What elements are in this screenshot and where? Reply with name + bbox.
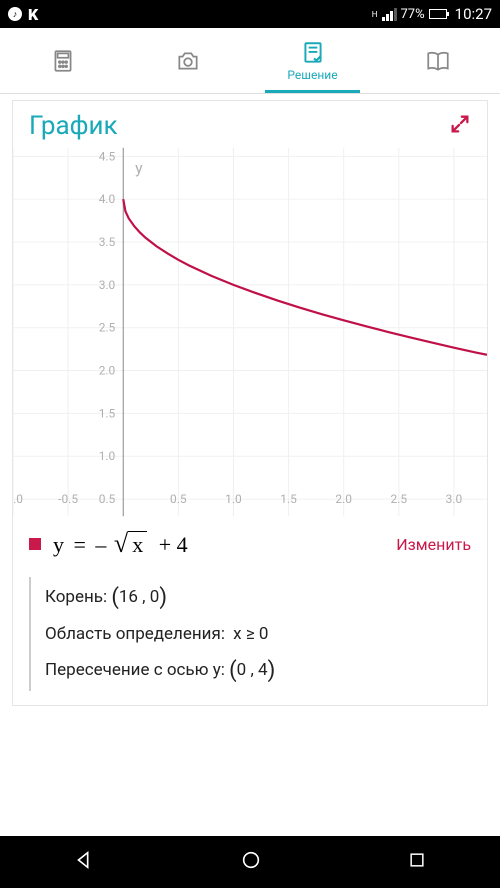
equation: y = – √x + 4 [53, 529, 396, 559]
results-block: Корень: (16 , 0) Область определения: x … [29, 577, 471, 691]
svg-text:4.5: 4.5 [99, 149, 116, 163]
svg-text:3.5: 3.5 [99, 235, 116, 249]
expand-icon[interactable] [449, 113, 471, 139]
solution-icon [300, 40, 326, 66]
equation-marker [29, 538, 41, 550]
svg-text:1.0: 1.0 [99, 449, 116, 463]
svg-text:0.5: 0.5 [99, 492, 116, 506]
signal-icon [382, 8, 397, 21]
svg-text:1.5: 1.5 [99, 406, 116, 420]
svg-text:3.0: 3.0 [99, 278, 116, 292]
status-bar: ♪ K H 77% 10:27 [0, 0, 500, 28]
battery-icon [429, 9, 447, 19]
result-root: Корень: (16 , 0) [45, 585, 471, 610]
network-type: H [372, 10, 378, 19]
battery-percent: 77% [401, 7, 425, 22]
android-navbar [0, 836, 500, 888]
svg-text:2.0: 2.0 [335, 492, 352, 506]
svg-text:-0.5: -0.5 [58, 492, 78, 506]
calculator-icon [50, 48, 76, 74]
nav-back[interactable] [73, 849, 95, 875]
app-dot-icon: ♪ [8, 7, 22, 21]
svg-text:1.0: 1.0 [225, 492, 242, 506]
svg-text:-1.0: -1.0 [13, 492, 23, 506]
svg-text:2.5: 2.5 [391, 492, 408, 506]
tab-solution-label: Решение [287, 68, 337, 82]
card-title: График [29, 111, 118, 141]
svg-text:1.5: 1.5 [280, 492, 297, 506]
graph-card: График 0.5 1.0 1.5 2.0 2.5 3.0 3.5 4.0 4.5 -1.0 -0… [12, 100, 488, 706]
chart-area[interactable]: 0.5 1.0 1.5 2.0 2.5 3.0 3.5 4.0 4.5 -1.0 -0.5 0.5 1.… [13, 147, 487, 517]
nav-recent[interactable] [407, 850, 427, 874]
tab-solution[interactable]: Решение [250, 28, 375, 93]
clock: 10:27 [455, 5, 492, 23]
tab-book[interactable] [375, 28, 500, 93]
svg-text:2.5: 2.5 [99, 321, 116, 335]
result-y-intercept: Пересечение с осью y: (0 , 4) [45, 658, 471, 683]
svg-text:4.0: 4.0 [99, 192, 116, 206]
nav-home[interactable] [240, 849, 262, 875]
tab-camera[interactable] [125, 28, 250, 93]
book-icon [425, 48, 451, 74]
app-letter: K [28, 5, 38, 24]
tab-bar: Решение [0, 28, 500, 94]
result-domain: Область определения: x ≥ 0 [45, 624, 471, 644]
svg-text:y: y [135, 158, 143, 177]
chart-svg: 0.5 1.0 1.5 2.0 2.5 3.0 3.5 4.0 4.5 -1.0 -0.5 0.5 1.… [13, 147, 487, 517]
svg-text:0.5: 0.5 [170, 492, 187, 506]
edit-button[interactable]: Изменить [396, 535, 471, 554]
camera-icon [175, 48, 201, 74]
equation-row: y = – √x + 4 Изменить [13, 517, 487, 571]
tab-calculator[interactable] [0, 28, 125, 93]
svg-text:2.0: 2.0 [99, 364, 116, 378]
svg-text:3.0: 3.0 [446, 492, 463, 506]
